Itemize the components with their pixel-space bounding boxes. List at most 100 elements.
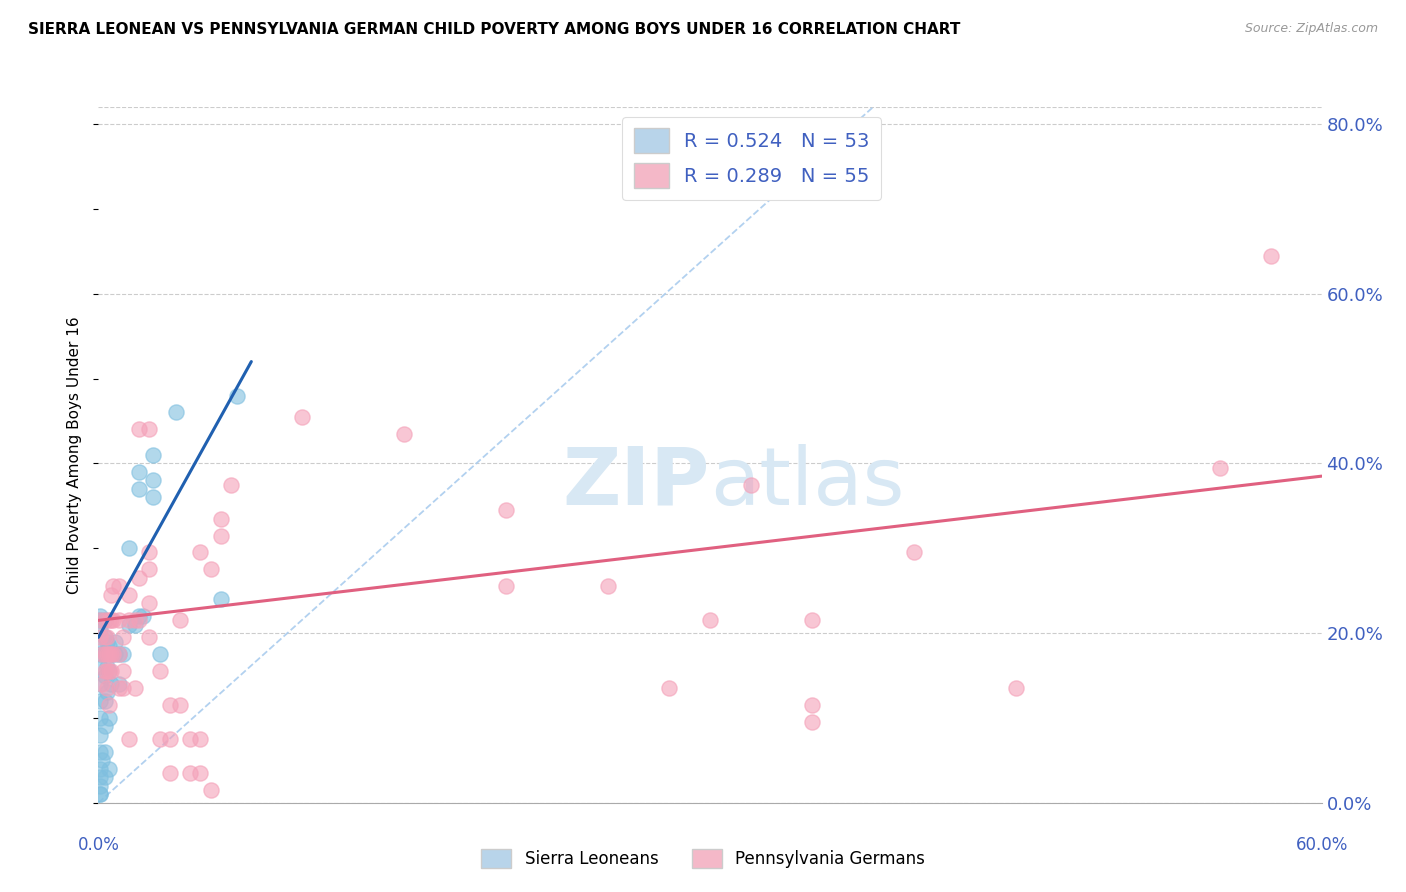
Point [118,732,141,747]
Point [89,613,111,627]
Point [97,665,120,679]
Point [100,648,122,662]
Point [392,426,416,441]
Point [89,609,111,624]
Point [108,648,131,662]
Point [209,511,232,525]
Point [111,665,134,679]
Text: 0.0%: 0.0% [77,836,120,855]
Point [91,677,114,691]
Point [97,711,120,725]
Point [118,588,141,602]
Point [138,422,160,436]
Point [101,648,124,662]
Point [801,698,824,713]
Point [104,648,127,662]
Point [93,719,115,733]
Point [159,732,181,747]
Point [495,503,517,517]
Point [89,648,111,662]
Point [100,665,122,679]
Point [96,631,118,645]
Point [89,613,111,627]
Point [97,639,120,653]
Point [658,681,681,696]
Point [124,617,146,632]
Point [169,613,191,627]
Point [149,665,172,679]
Point [142,448,165,462]
Point [89,745,111,759]
Point [93,648,115,662]
Point [100,677,122,691]
Point [188,732,212,747]
Point [495,579,517,593]
Point [89,770,111,784]
Text: 60.0%: 60.0% [1295,836,1348,855]
Point [226,388,249,402]
Point [128,609,150,624]
Point [89,787,111,801]
Point [138,545,160,559]
Point [159,766,181,780]
Point [108,648,131,662]
Point [89,762,111,776]
Point [100,613,122,627]
Point [219,477,242,491]
Point [97,613,120,627]
Point [165,405,187,419]
Point [93,665,115,679]
Point [1004,681,1026,696]
Point [169,698,191,713]
Point [903,545,925,559]
Point [89,631,111,645]
Point [101,613,124,627]
Point [801,715,824,730]
Point [801,613,824,627]
Point [96,648,118,662]
Point [91,753,114,767]
Point [100,588,122,602]
Point [200,783,222,797]
Legend: Sierra Leoneans, Pennsylvania Germans: Sierra Leoneans, Pennsylvania Germans [474,842,932,875]
Point [93,631,115,645]
Point [89,634,111,648]
Point [699,613,721,627]
Text: atlas: atlas [710,443,904,522]
Point [108,613,131,627]
Point [138,562,160,576]
Point [89,677,111,691]
Point [100,648,122,662]
Point [188,545,212,559]
Point [91,648,114,662]
Point [111,681,134,696]
Point [89,660,111,674]
Point [89,728,111,742]
Point [188,766,212,780]
Point [96,665,118,679]
Text: ZIP: ZIP [562,443,710,522]
Point [149,648,172,662]
Point [118,541,141,556]
Point [93,613,115,627]
Point [93,770,115,784]
Point [124,613,146,627]
Point [93,631,115,645]
Point [598,579,620,593]
Point [128,465,150,479]
Point [101,579,124,593]
Point [291,409,314,424]
Point [179,766,201,780]
Point [111,648,134,662]
Point [89,694,111,708]
Point [96,634,118,648]
Point [128,571,150,585]
Text: SIERRA LEONEAN VS PENNSYLVANIA GERMAN CHILD POVERTY AMONG BOYS UNDER 16 CORRELAT: SIERRA LEONEAN VS PENNSYLVANIA GERMAN CH… [28,22,960,37]
Point [124,681,146,696]
Legend: R = 0.524   N = 53, R = 0.289   N = 55: R = 0.524 N = 53, R = 0.289 N = 55 [621,117,882,200]
Point [108,579,131,593]
Point [89,711,111,725]
Point [93,694,115,708]
Point [89,787,111,801]
Point [1260,248,1282,262]
